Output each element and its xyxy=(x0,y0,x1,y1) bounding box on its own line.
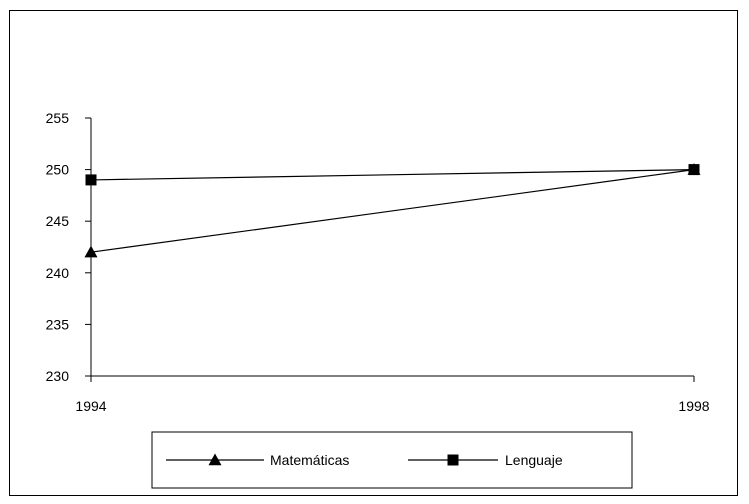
legend-marker-triangle xyxy=(208,453,222,466)
legend-marker-square xyxy=(447,454,459,466)
legend-entry-2: Lenguaje xyxy=(408,452,563,468)
y-tick-label: 255 xyxy=(46,110,70,126)
chart-frame xyxy=(9,10,738,496)
y-tick-label: 230 xyxy=(46,368,70,384)
data-point-square xyxy=(688,164,700,176)
x-tick-label: 1994 xyxy=(75,398,106,414)
series-line xyxy=(90,169,695,181)
series-line xyxy=(90,169,695,253)
legend-label: Lenguaje xyxy=(505,452,563,468)
y-ticks: 230 235 240 245 250 255 xyxy=(46,110,91,384)
legend-label: Matemáticas xyxy=(270,452,349,468)
x-tick-label: 1998 xyxy=(678,398,709,414)
y-tick-label: 235 xyxy=(46,316,70,332)
series-1 xyxy=(84,163,701,258)
data-point-triangle xyxy=(84,245,98,258)
y-tick-label: 245 xyxy=(46,213,70,229)
legend: Matemáticas Lenguaje xyxy=(151,431,633,489)
x-ticks: 1994 1998 xyxy=(75,376,710,414)
y-tick-label: 250 xyxy=(46,162,70,178)
series-2 xyxy=(85,164,700,186)
y-tick-label: 240 xyxy=(46,265,70,281)
axes xyxy=(90,118,694,377)
legend-entry-1: Matemáticas xyxy=(166,452,349,468)
data-point-square xyxy=(85,174,97,186)
series-layer xyxy=(84,163,701,258)
